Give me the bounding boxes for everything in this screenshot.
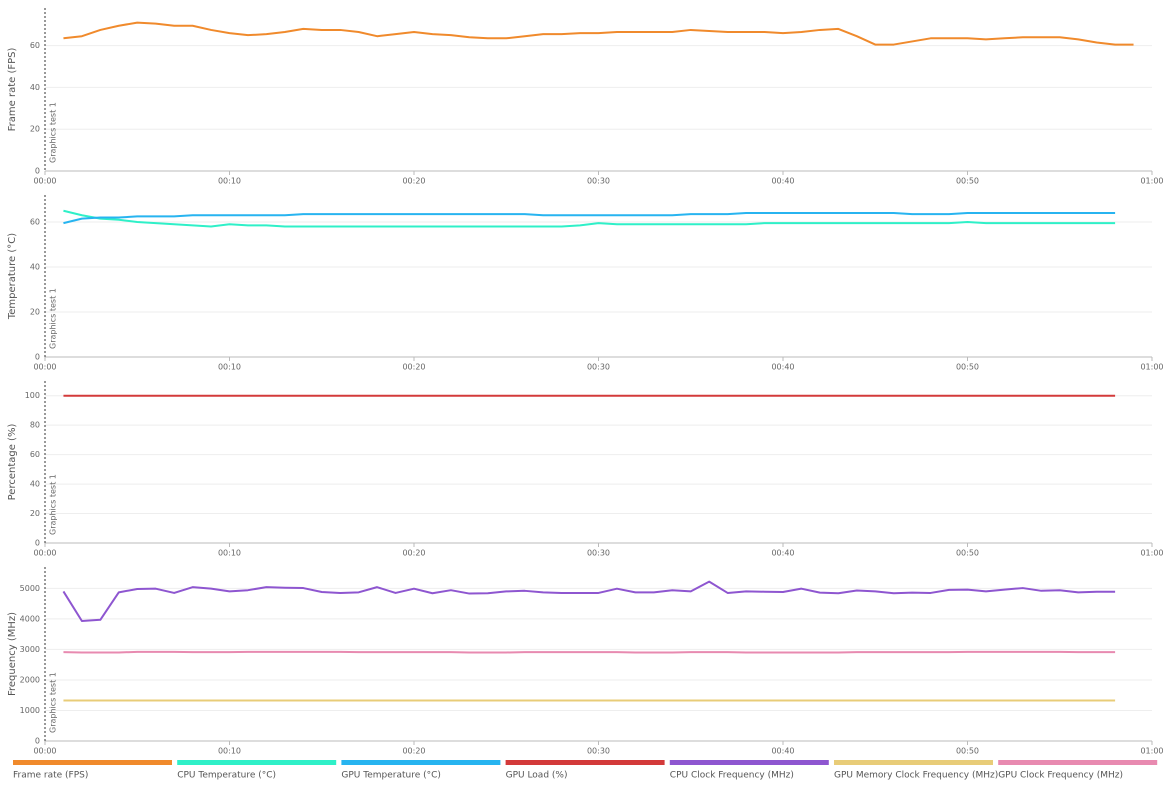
annotation-label: Graphics test 1	[49, 672, 58, 733]
legend-swatch	[505, 760, 665, 765]
x-tick-label: 00:40	[771, 177, 794, 186]
y-tick-label: 4000	[20, 614, 40, 623]
y-tick-label: 0	[35, 167, 40, 176]
y-tick-label: 3000	[20, 645, 40, 654]
y-tick-label: 40	[30, 263, 40, 272]
legend-swatch	[998, 760, 1158, 765]
series-line	[63, 212, 1116, 225]
x-tick-label: 00:00	[33, 177, 56, 186]
x-tick-label: 01:00	[1140, 549, 1163, 558]
x-tick-label: 00:10	[218, 747, 241, 756]
x-tick-label: 00:50	[956, 363, 979, 372]
x-tick-label: 00:20	[402, 363, 425, 372]
legend-label: CPU Clock Frequency (MHz)	[670, 771, 794, 781]
y-tick-label: 0	[35, 353, 40, 362]
x-tick-label: 00:20	[402, 747, 425, 756]
series-line	[63, 209, 1116, 228]
y-tick-label: 100	[25, 391, 40, 400]
annotation-label: Graphics test 1	[49, 102, 58, 163]
legend-label: GPU Clock Frequency (MHz)	[998, 771, 1123, 781]
y-tick-label: 5000	[20, 584, 40, 593]
x-tick-label: 00:10	[218, 177, 241, 186]
legend-label: CPU Temperature (°C)	[177, 771, 276, 781]
legend-swatch	[669, 760, 829, 765]
y-axis-label: Frame rate (FPS)	[7, 48, 18, 132]
legend-label: GPU Load (%)	[506, 771, 568, 781]
x-tick-label: 00:30	[587, 177, 610, 186]
x-tick-label: 00:00	[33, 747, 56, 756]
y-tick-label: 1000	[20, 706, 40, 715]
y-tick-label: 20	[30, 125, 40, 134]
x-tick-label: 00:10	[218, 363, 241, 372]
y-tick-label: 60	[30, 450, 40, 459]
x-tick-label: 00:20	[402, 177, 425, 186]
y-axis-label: Temperature (°C)	[7, 233, 18, 320]
x-tick-label: 00:40	[771, 747, 794, 756]
legend-label: GPU Memory Clock Frequency (MHz)	[834, 771, 998, 781]
legend-label: Frame rate (FPS)	[13, 771, 88, 781]
y-tick-label: 0	[35, 539, 40, 548]
x-tick-label: 00:50	[956, 747, 979, 756]
x-tick-label: 01:00	[1140, 177, 1163, 186]
y-axis-label: Frequency (MHz)	[7, 612, 18, 696]
x-tick-label: 00:40	[771, 549, 794, 558]
y-tick-label: 40	[30, 480, 40, 489]
y-tick-label: 80	[30, 421, 40, 430]
legend-swatch	[13, 760, 172, 765]
x-tick-label: 00:40	[771, 363, 794, 372]
x-tick-label: 00:30	[587, 549, 610, 558]
x-tick-label: 00:50	[956, 177, 979, 186]
y-tick-label: 40	[30, 83, 40, 92]
y-axis-label: Percentage (%)	[7, 424, 18, 501]
y-tick-label: 20	[30, 308, 40, 317]
annotation-label: Graphics test 1	[49, 474, 58, 535]
legend-swatch	[834, 760, 993, 765]
x-tick-label: 00:10	[218, 549, 241, 558]
x-tick-label: 00:30	[587, 363, 610, 372]
legend-swatch	[341, 760, 501, 765]
series-line	[63, 21, 1134, 46]
y-tick-label: 60	[30, 218, 40, 227]
y-tick-label: 60	[30, 41, 40, 50]
y-tick-label: 20	[30, 509, 40, 518]
series-line	[63, 650, 1116, 654]
x-tick-label: 00:50	[956, 549, 979, 558]
x-tick-label: 01:00	[1140, 363, 1163, 372]
legend-swatch	[177, 760, 337, 765]
y-tick-label: 0	[35, 737, 40, 746]
x-tick-label: 00:00	[33, 363, 56, 372]
legend-label: GPU Temperature (°C)	[341, 771, 441, 781]
series-line	[62, 580, 1116, 623]
annotation-label: Graphics test 1	[49, 288, 58, 349]
y-tick-label: 2000	[20, 675, 40, 684]
x-tick-label: 01:00	[1140, 747, 1163, 756]
x-tick-label: 00:00	[33, 549, 56, 558]
x-tick-label: 00:20	[402, 549, 425, 558]
x-tick-label: 00:30	[587, 747, 610, 756]
